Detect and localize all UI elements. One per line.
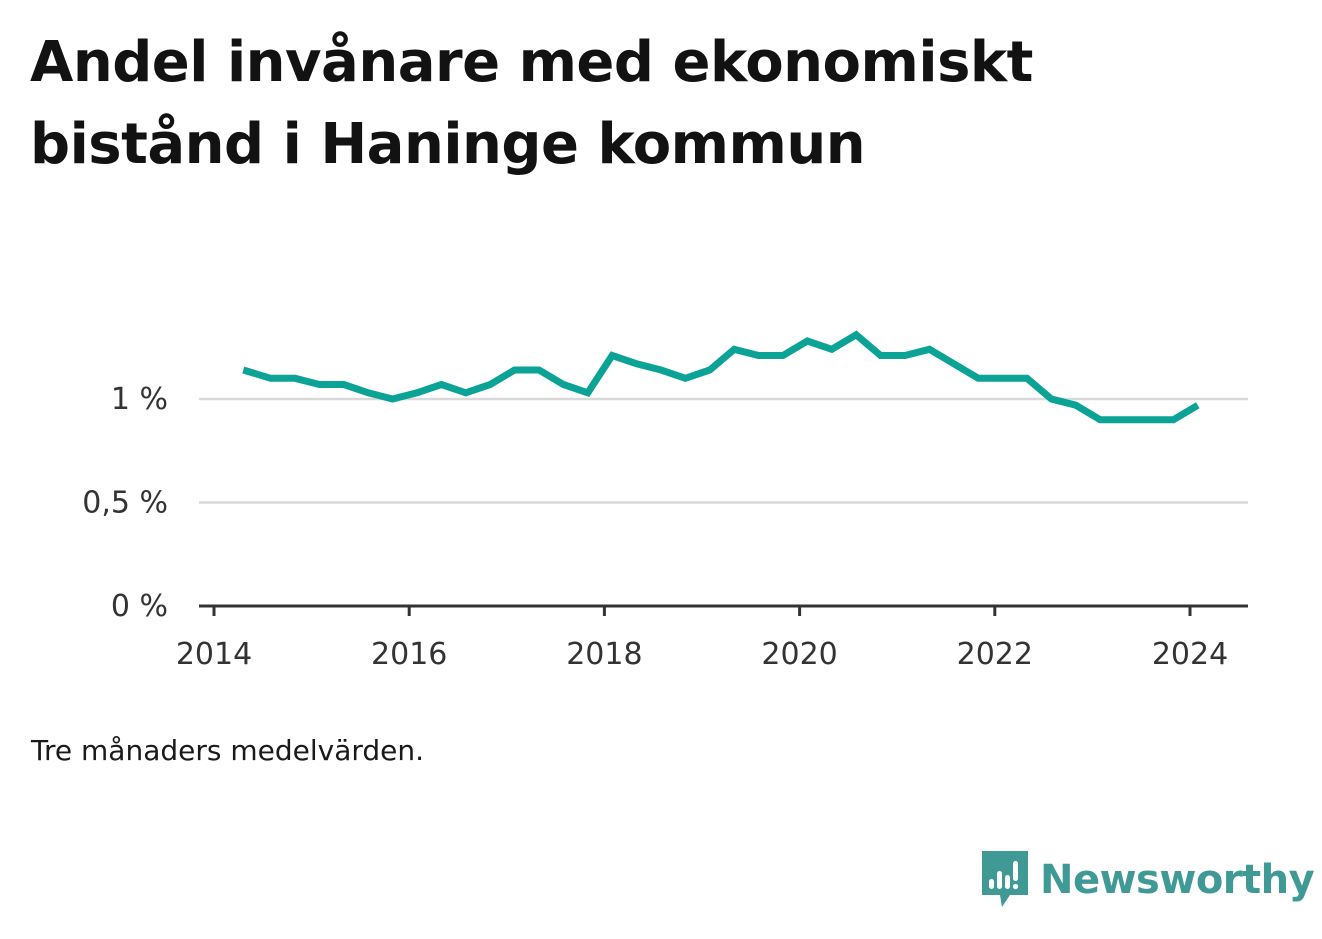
newsworthy-logo-icon (982, 851, 1028, 907)
x-tick-label: 2018 (566, 637, 642, 672)
series-line (242, 330, 1200, 424)
x-tick-label: 2014 (176, 637, 252, 672)
grid-lines (199, 397, 1248, 504)
x-axis: 2014 2016 2018 2020 2022 2024 (176, 604, 1248, 672)
y-tick-label: 0,5 % (82, 486, 168, 521)
x-tick-label: 2022 (957, 637, 1033, 672)
x-tick-label: 2020 (761, 637, 837, 672)
y-tick-label: 1 % (111, 382, 168, 417)
y-tick-label: 0 % (111, 589, 168, 624)
x-tick-label: 2024 (1152, 637, 1228, 672)
x-tick-label: 2016 (371, 637, 447, 672)
brand-logo[interactable]: Newsworthy (980, 848, 1315, 912)
series-lines (242, 330, 1200, 424)
brand-name: Newsworthy (1040, 857, 1315, 903)
chart-title: Andel invånare med ekonomiskt bistånd i … (30, 30, 1033, 177)
y-axis-tick-labels: 0 % 0,5 % 1 % (82, 382, 168, 624)
chart-note: Tre månaders medelvärden. (31, 734, 425, 767)
